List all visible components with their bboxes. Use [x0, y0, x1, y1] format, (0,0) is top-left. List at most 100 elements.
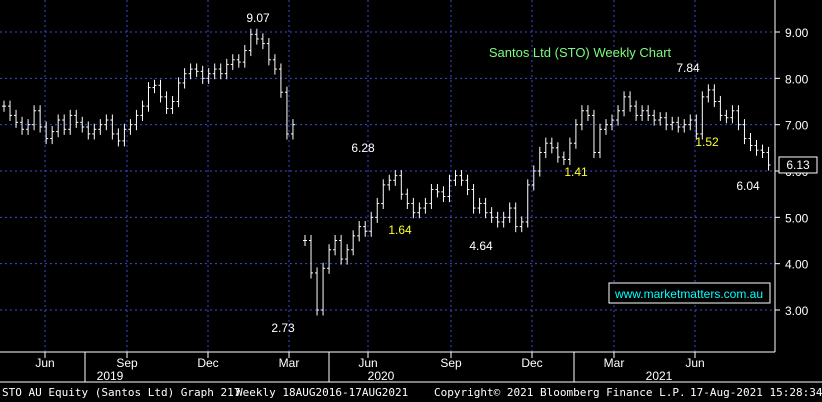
ohlc-bar [423, 197, 428, 214]
ohlc-bar [158, 79, 163, 103]
ohlc-bar [519, 216, 524, 233]
ohlc-bar [766, 146, 771, 171]
ohlc-bar [309, 234, 314, 279]
ohlc-bar [363, 221, 368, 237]
ohlc-bar [146, 82, 151, 112]
footer-copyright: Copyright© 2021 Bloomberg Finance L.P. [434, 386, 686, 399]
ohlc-bar [495, 211, 500, 228]
ohlc-bar [555, 142, 560, 163]
ohlc-bar [32, 105, 37, 131]
ohlc-bar [38, 105, 43, 133]
ohlc-bar [327, 244, 332, 274]
x-month-label: Mar [604, 356, 625, 370]
x-month-label: Jun [685, 356, 704, 370]
ohlc-bar [80, 116, 85, 133]
x-month-label: Jun [35, 356, 54, 370]
ohlc-bar [182, 68, 187, 89]
ohlc-bar [489, 207, 494, 223]
ohlc-bar [236, 54, 241, 68]
ohlc-bar [688, 114, 693, 131]
watermark-text: www.marketmatters.com.au [614, 287, 763, 301]
ohlc-bar [194, 63, 199, 77]
annotation-label: 1.52 [695, 135, 719, 149]
last-price-label: 6.13 [786, 158, 810, 172]
ohlc-bar [567, 137, 572, 165]
ohlc-bar [447, 174, 452, 203]
ohlc-bar [682, 119, 687, 133]
ohlc-bar [20, 116, 25, 135]
ohlc-bar [483, 197, 488, 219]
ohlc-bar [537, 146, 542, 177]
ohlc-bar [622, 91, 627, 117]
ohlc-bar [224, 58, 229, 80]
ohlc-bar [724, 109, 729, 124]
ohlc-bar [74, 109, 79, 128]
ohlc-bar [441, 186, 446, 203]
ohlc-bar [646, 105, 651, 121]
ohlc-bar [284, 86, 289, 140]
ohlc-bar [585, 105, 590, 121]
ohlc-bar [399, 170, 404, 200]
ohlc-bar [2, 100, 6, 112]
ohlc-bar [104, 114, 109, 131]
x-month-label: Jun [358, 356, 377, 370]
ohlc-bar [429, 183, 434, 209]
x-month-label: Dec [197, 356, 218, 370]
annotation-label: 4.64 [469, 239, 493, 253]
ohlc-bar [387, 174, 392, 191]
ohlc-bar [453, 170, 458, 186]
ohlc-bar [561, 151, 566, 165]
ohlc-bar [44, 121, 49, 145]
watermark-box [608, 282, 771, 304]
ohlc-bar [122, 123, 127, 147]
annotation-label: 9.07 [246, 11, 270, 25]
ohlc-bar [128, 119, 133, 135]
ohlc-bar [676, 116, 681, 133]
x-year-label: 2019 [97, 369, 124, 383]
ohlc-bar [351, 230, 356, 256]
ohlc-bar [381, 179, 386, 209]
ohlc-bar [411, 197, 416, 219]
ohlc-bar [26, 119, 31, 135]
ohlc-bar [242, 44, 247, 68]
ohlc-bar [525, 179, 530, 228]
ohlc-bar [706, 84, 711, 103]
annotation-label: 7.84 [676, 61, 700, 75]
ohlc-bar [134, 109, 139, 131]
ohlc-bar [742, 119, 747, 145]
ohlc-bar [170, 95, 175, 115]
ohlc-bar [652, 109, 657, 126]
ohlc-bar [140, 100, 145, 121]
ohlc-bar [206, 68, 211, 84]
ohlc-bar [459, 170, 464, 186]
ohlc-bar [634, 100, 639, 121]
ohlc-bar [278, 63, 283, 98]
ohlc-bar [92, 123, 97, 140]
annotation-label: 2.73 [271, 321, 295, 335]
ohlc-bar [248, 28, 253, 57]
ohlc-bar [321, 262, 326, 316]
ohlc-bar [50, 126, 55, 145]
ohlc-bar [471, 183, 476, 214]
ohlc-bar [212, 63, 217, 80]
annotation-label: 6.28 [351, 141, 375, 155]
last-price-box [778, 156, 818, 174]
ohlc-bar [200, 65, 205, 84]
y-tick-label: 3.00 [785, 304, 809, 318]
ohlc-bar [68, 109, 73, 135]
footer-security: STO AU Equity (Santos Ltd) Graph 217 [2, 386, 241, 399]
ohlc-bar [14, 109, 19, 128]
ohlc-bar [465, 174, 470, 196]
x-month-label: Sep [440, 356, 462, 370]
ohlc-bar [718, 95, 723, 121]
x-year-label: 2020 [368, 369, 395, 383]
annotations: Santos Ltd (STO) Weekly Chart 9.07 6.28 7.8… [246, 11, 818, 335]
ohlc-bar [8, 100, 13, 121]
ohlc-bar [260, 33, 265, 50]
ohlc-bar [700, 91, 705, 140]
ohlc-bars [2, 28, 771, 316]
ohlc-bar [597, 123, 602, 159]
ohlc-bar [435, 183, 440, 198]
ohlc-bar [477, 197, 482, 214]
